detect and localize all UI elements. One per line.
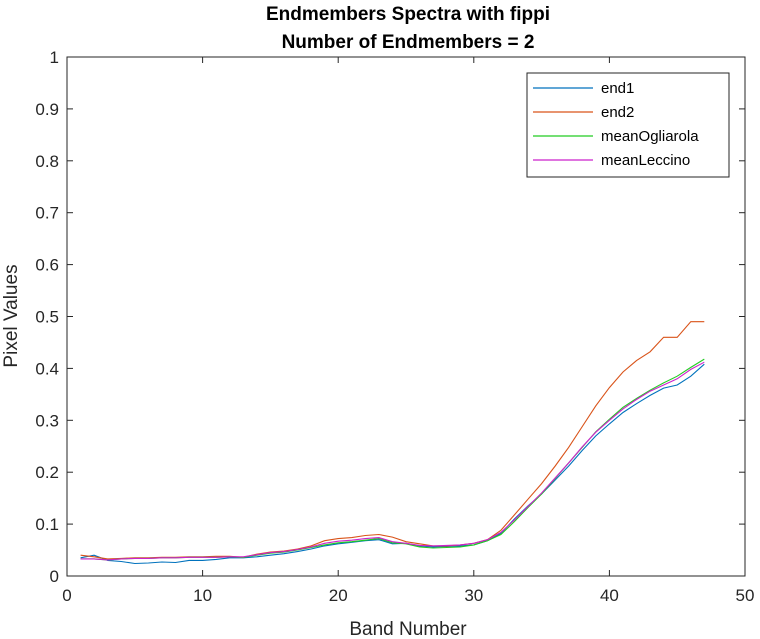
y-tick-label: 0.2 (35, 463, 59, 482)
y-tick-label: 0.9 (35, 100, 59, 119)
legend-label-meanOgliarola: meanOgliarola (601, 128, 699, 145)
y-tick-label: 0.6 (35, 256, 59, 275)
x-tick-label: 30 (464, 586, 483, 605)
x-axis-label: Band Number (349, 619, 467, 639)
series-line-meanLeccino (80, 361, 705, 561)
legend-label-meanLeccino: meanLeccino (601, 152, 690, 169)
y-tick-label: 0.1 (35, 515, 59, 534)
y-tick-label: 0.8 (35, 152, 59, 171)
plot-area: 0 10 20 30 40 50 0 0.1 0.2 0.3 0.4 0.5 0.6 0.7 0.8 0.9 1 (35, 48, 754, 605)
legend-box (526, 72, 730, 178)
y-axis-label: Pixel Values (1, 264, 22, 367)
x-tick-label: 0 (62, 586, 71, 605)
y-tick-label: 0 (50, 567, 59, 586)
y-tick-label: 0.5 (35, 308, 59, 327)
legend-label-end2: end2 (601, 104, 634, 121)
chart-title-line1: Endmembers Spectra with fippi (266, 4, 550, 25)
y-tick-label: 0.7 (35, 204, 59, 223)
x-tick-label: 10 (193, 586, 212, 605)
x-tick-label: 20 (329, 586, 348, 605)
x-tick-label: 50 (736, 586, 755, 605)
legend-label-end1: end1 (601, 80, 634, 97)
chart-title-line2: Number of Endmembers = 2 (282, 32, 535, 53)
y-tick-label: 0.3 (35, 411, 59, 430)
x-tick-label: 40 (600, 586, 619, 605)
series-line-end1 (80, 363, 705, 565)
y-tick-label: 0.4 (35, 359, 59, 378)
legend: end1 end2 meanOgliarola meanLeccino (526, 72, 730, 178)
y-tick-label: 1 (50, 48, 59, 67)
